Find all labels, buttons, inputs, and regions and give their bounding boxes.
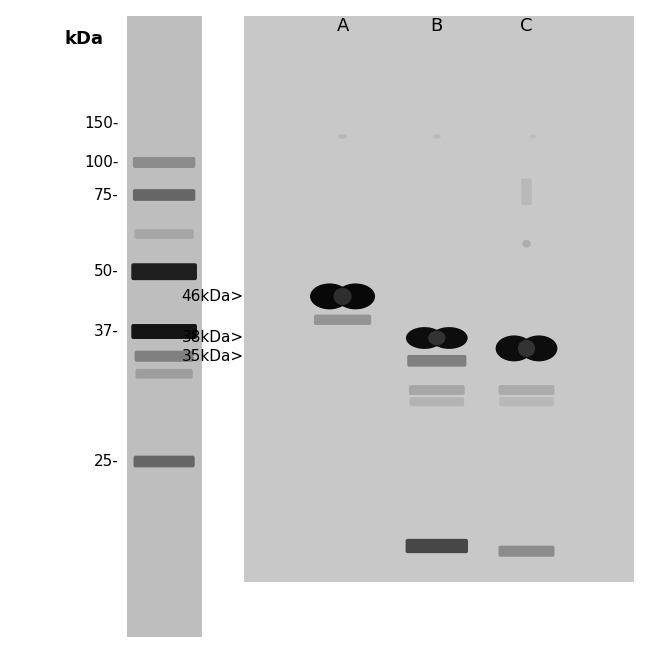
Ellipse shape bbox=[495, 335, 532, 361]
FancyBboxPatch shape bbox=[314, 315, 371, 325]
Ellipse shape bbox=[529, 135, 537, 138]
Text: 150-: 150- bbox=[84, 116, 119, 131]
FancyBboxPatch shape bbox=[134, 456, 195, 467]
FancyBboxPatch shape bbox=[499, 545, 554, 556]
Ellipse shape bbox=[433, 135, 441, 138]
FancyBboxPatch shape bbox=[406, 539, 468, 553]
FancyBboxPatch shape bbox=[409, 385, 465, 395]
Bar bbox=[127, 16, 202, 637]
Ellipse shape bbox=[406, 327, 443, 349]
Text: A: A bbox=[336, 17, 349, 35]
FancyBboxPatch shape bbox=[407, 355, 467, 367]
FancyBboxPatch shape bbox=[133, 157, 195, 168]
Ellipse shape bbox=[430, 327, 468, 349]
FancyBboxPatch shape bbox=[135, 351, 194, 361]
FancyBboxPatch shape bbox=[133, 189, 195, 201]
FancyBboxPatch shape bbox=[410, 397, 464, 406]
FancyBboxPatch shape bbox=[135, 229, 194, 239]
Text: 100-: 100- bbox=[84, 155, 119, 170]
Text: 46kDa>: 46kDa> bbox=[181, 289, 244, 304]
Ellipse shape bbox=[523, 240, 530, 248]
FancyBboxPatch shape bbox=[521, 178, 532, 205]
FancyBboxPatch shape bbox=[131, 263, 197, 280]
Ellipse shape bbox=[518, 340, 535, 357]
Text: 37-: 37- bbox=[94, 324, 119, 339]
FancyBboxPatch shape bbox=[499, 385, 554, 395]
Ellipse shape bbox=[333, 288, 352, 305]
Text: kDa: kDa bbox=[65, 30, 104, 48]
Text: 38kDa>: 38kDa> bbox=[181, 330, 244, 346]
Text: 25-: 25- bbox=[94, 454, 119, 469]
Text: 75-: 75- bbox=[94, 187, 119, 203]
Ellipse shape bbox=[338, 135, 347, 138]
Text: B: B bbox=[431, 17, 443, 35]
Text: 35kDa>: 35kDa> bbox=[181, 348, 244, 364]
FancyBboxPatch shape bbox=[131, 324, 197, 339]
Ellipse shape bbox=[310, 283, 349, 309]
Bar bbox=[244, 16, 634, 582]
FancyBboxPatch shape bbox=[499, 397, 554, 406]
Ellipse shape bbox=[428, 331, 445, 345]
Text: C: C bbox=[520, 17, 533, 35]
FancyBboxPatch shape bbox=[136, 369, 192, 378]
Ellipse shape bbox=[336, 283, 375, 309]
Ellipse shape bbox=[521, 335, 558, 361]
Text: 50-: 50- bbox=[94, 264, 119, 280]
